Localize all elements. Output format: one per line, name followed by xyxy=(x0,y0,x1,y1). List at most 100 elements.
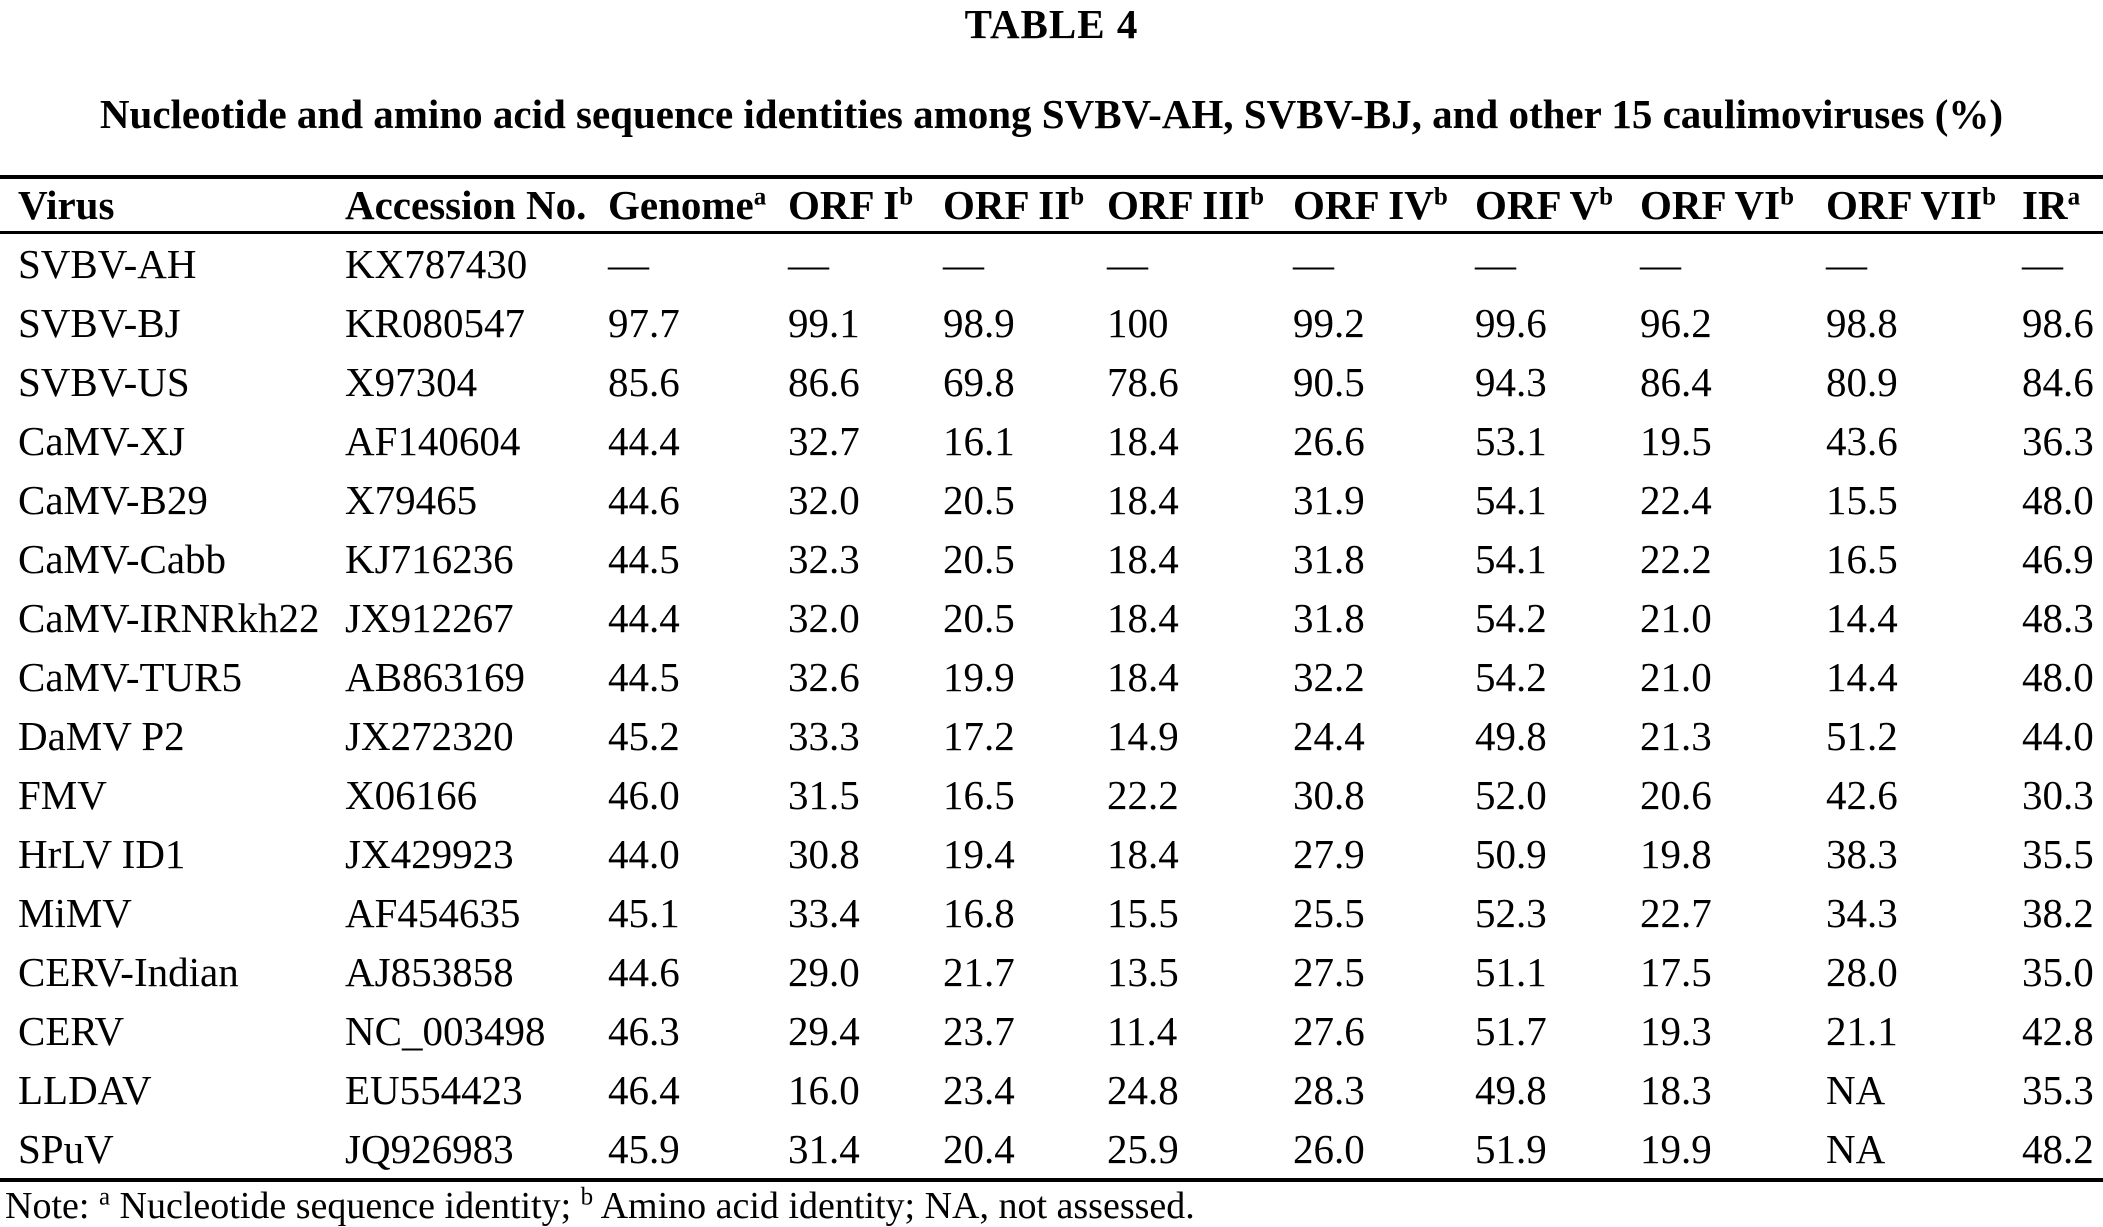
virus-name-cell: HrLV ID1 xyxy=(18,830,186,877)
value-cell: 31.9 xyxy=(1293,476,1365,523)
value-cell: 36.3 xyxy=(2022,417,2094,464)
value-cell: 90.5 xyxy=(1293,358,1365,405)
table-number-title: TABLE 4 xyxy=(964,1,1139,47)
column-header-label: ORF II xyxy=(943,182,1071,228)
value-cell: 52.3 xyxy=(1475,889,1547,936)
value-cell: 32.0 xyxy=(788,594,860,641)
value-cell: 31.4 xyxy=(788,1125,860,1172)
table-row: CaMV-B29 X79465 44.6 32.0 20.5 18.4 31.9 54.1 22… xyxy=(0,470,2103,529)
value-cell: 85.6 xyxy=(608,358,680,405)
column-header: ORF VIIb xyxy=(1826,177,2022,234)
value-cell: 30.8 xyxy=(788,830,860,877)
value-cell: 14.4 xyxy=(1826,594,1898,641)
value-cell: 44.5 xyxy=(608,535,680,582)
column-header-label: ORF I xyxy=(788,182,900,228)
value-cell: 97.7 xyxy=(608,299,680,346)
column-header: Accession No. xyxy=(345,177,608,234)
value-cell: 78.6 xyxy=(1107,358,1179,405)
value-cell: 44.0 xyxy=(608,830,680,877)
value-cell: 21.1 xyxy=(1826,1007,1898,1054)
virus-name-cell: DaMV P2 xyxy=(18,712,185,759)
value-cell: 51.7 xyxy=(1475,1007,1547,1054)
value-cell: 54.1 xyxy=(1475,535,1547,582)
column-header-label: ORF IV xyxy=(1293,182,1434,228)
value-cell: 84.6 xyxy=(2022,358,2094,405)
table-row: CaMV-TUR5 AB863169 44.5 32.6 19.9 18.4 32.2 54.… xyxy=(0,647,2103,706)
value-cell: 48.3 xyxy=(2022,594,2094,641)
value-cell: 29.0 xyxy=(788,948,860,995)
accession-cell: NC_003498 xyxy=(345,1007,546,1054)
value-cell: 51.9 xyxy=(1475,1125,1547,1172)
value-cell: 33.3 xyxy=(788,712,860,759)
column-header-label: Genome xyxy=(608,182,754,228)
value-cell: 34.3 xyxy=(1826,889,1898,936)
value-cell: — xyxy=(1475,240,1516,287)
value-cell: 18.4 xyxy=(1107,594,1179,641)
value-cell: 54.1 xyxy=(1475,476,1547,523)
value-cell: 19.4 xyxy=(943,830,1015,877)
value-cell: 19.9 xyxy=(943,653,1015,700)
value-cell: 15.5 xyxy=(1107,889,1179,936)
column-header: ORF Ib xyxy=(788,177,943,234)
value-cell: 18.4 xyxy=(1107,653,1179,700)
value-cell: 23.7 xyxy=(943,1007,1015,1054)
value-cell: 49.8 xyxy=(1475,1066,1547,1113)
column-header-label: IR xyxy=(2022,182,2068,228)
value-cell: 20.5 xyxy=(943,594,1015,641)
value-cell: — xyxy=(1640,240,1681,287)
value-cell: — xyxy=(2022,240,2063,287)
column-header-superscript: b xyxy=(1433,183,1448,211)
value-cell: 27.5 xyxy=(1293,948,1365,995)
accession-cell: X06166 xyxy=(345,771,478,818)
virus-name-cell: SVBV-BJ xyxy=(18,299,181,346)
table-row: SPuV JQ926983 45.9 31.4 20.4 25.9 26.0 51.9 19.9… xyxy=(0,1119,2103,1180)
value-cell: 99.1 xyxy=(788,299,860,346)
value-cell: 30.8 xyxy=(1293,771,1365,818)
value-cell: 17.5 xyxy=(1640,948,1712,995)
value-cell: 15.5 xyxy=(1826,476,1898,523)
value-cell: 31.5 xyxy=(788,771,860,818)
value-cell: 18.4 xyxy=(1107,476,1179,523)
value-cell: 18.4 xyxy=(1107,417,1179,464)
value-cell: 16.5 xyxy=(943,771,1015,818)
accession-cell: KX787430 xyxy=(345,240,528,287)
value-cell: 19.8 xyxy=(1640,830,1712,877)
virus-name-cell: SVBV-AH xyxy=(18,240,197,287)
value-cell: 45.9 xyxy=(608,1125,680,1172)
value-cell: 44.4 xyxy=(608,417,680,464)
value-cell: 96.2 xyxy=(1640,299,1712,346)
value-cell: 98.6 xyxy=(2022,299,2094,346)
value-cell: 21.0 xyxy=(1640,594,1712,641)
value-cell: 45.1 xyxy=(608,889,680,936)
value-cell: 48.2 xyxy=(2022,1125,2094,1172)
table-row: SVBV-AH KX787430 — — — — — — — — — xyxy=(0,233,2103,294)
value-cell: 33.4 xyxy=(788,889,860,936)
value-cell: 54.2 xyxy=(1475,594,1547,641)
value-cell: 32.6 xyxy=(788,653,860,700)
column-header-superscript: b xyxy=(1599,183,1614,211)
value-cell: 48.0 xyxy=(2022,476,2094,523)
accession-cell: X97304 xyxy=(345,358,478,405)
column-header-superscript: b xyxy=(1250,183,1265,211)
value-cell: 98.8 xyxy=(1826,299,1898,346)
accession-cell: X79465 xyxy=(345,476,478,523)
virus-name-cell: FMV xyxy=(18,771,107,818)
footnote-text-a: Nucleotide sequence identity; xyxy=(119,1185,572,1227)
value-cell: 46.0 xyxy=(608,771,680,818)
value-cell: 99.6 xyxy=(1475,299,1547,346)
column-header-label: Virus xyxy=(18,182,115,228)
value-cell: 22.2 xyxy=(1107,771,1179,818)
table-row: CaMV-Cabb KJ716236 44.5 32.3 20.5 18.4 31.8 54.… xyxy=(0,529,2103,588)
value-cell: 19.3 xyxy=(1640,1007,1712,1054)
value-cell: 86.4 xyxy=(1640,358,1712,405)
value-cell: 94.3 xyxy=(1475,358,1547,405)
value-cell: 20.5 xyxy=(943,476,1015,523)
column-header-superscript: b xyxy=(1982,183,1996,211)
virus-name-cell: SPuV xyxy=(18,1125,114,1172)
value-cell: 43.6 xyxy=(1826,417,1898,464)
value-cell: 86.6 xyxy=(788,358,860,405)
table-row: SVBV-US X97304 85.6 86.6 69.8 78.6 90.5 94.3 86.… xyxy=(0,352,2103,411)
value-cell: — xyxy=(608,240,649,287)
column-header-label: ORF V xyxy=(1475,182,1600,228)
